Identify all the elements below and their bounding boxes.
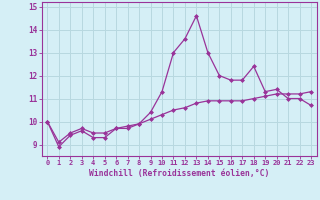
- X-axis label: Windchill (Refroidissement éolien,°C): Windchill (Refroidissement éolien,°C): [89, 169, 269, 178]
